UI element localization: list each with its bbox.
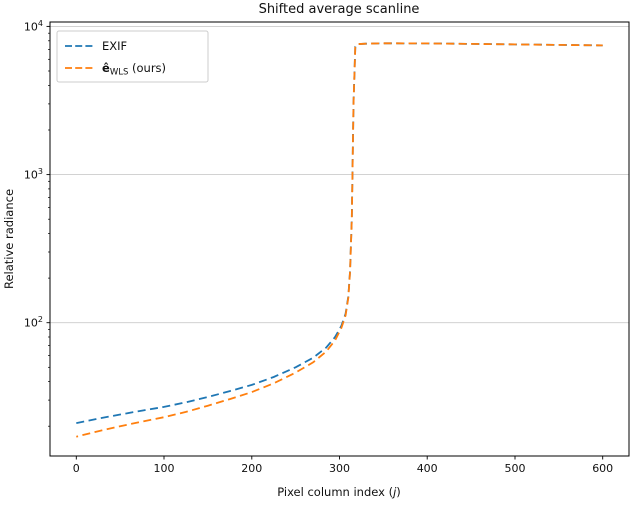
series-line-exif xyxy=(76,42,603,424)
x-axis-label-suffix: ) xyxy=(396,485,401,499)
legend-label-ewls-subscript: WLS xyxy=(110,68,129,78)
legend-label-ewls-suffix: (ours) xyxy=(128,61,166,75)
data-series xyxy=(76,42,603,438)
y-axis-label: Relative radiance xyxy=(2,189,16,289)
y-tick-label: 104 xyxy=(24,19,43,34)
legend-label-exif: EXIF xyxy=(102,39,127,53)
series-line-ewls xyxy=(76,42,603,438)
x-axis-label-variable: j xyxy=(391,485,397,499)
x-tick-label: 200 xyxy=(241,462,262,475)
plot-border xyxy=(49,21,630,457)
legend-label-ewls-symbol: ê xyxy=(102,61,110,75)
y-tick-label: 103 xyxy=(24,167,43,182)
x-tick-label: 100 xyxy=(154,462,175,475)
x-tick-label: 0 xyxy=(73,462,80,475)
axes-ticks: 0 100 200 300 400 500 600 102 103 104 xyxy=(24,19,613,475)
x-tick-label: 300 xyxy=(329,462,350,475)
y-tick-label: 102 xyxy=(24,315,43,330)
legend-box xyxy=(56,30,209,83)
x-axis-label-text: Pixel column index ( xyxy=(277,485,393,499)
x-axis-label: Pixel column index (j) xyxy=(277,485,401,499)
legend: EXIF êWLS (ours) xyxy=(56,30,209,83)
x-tick-label: 500 xyxy=(505,462,526,475)
x-tick-label: 600 xyxy=(592,462,613,475)
chart-title: Shifted average scanline xyxy=(259,2,420,17)
x-tick-label: 400 xyxy=(417,462,438,475)
gridlines xyxy=(50,25,629,324)
legend-label-ewls: êWLS (ours) xyxy=(102,61,166,78)
